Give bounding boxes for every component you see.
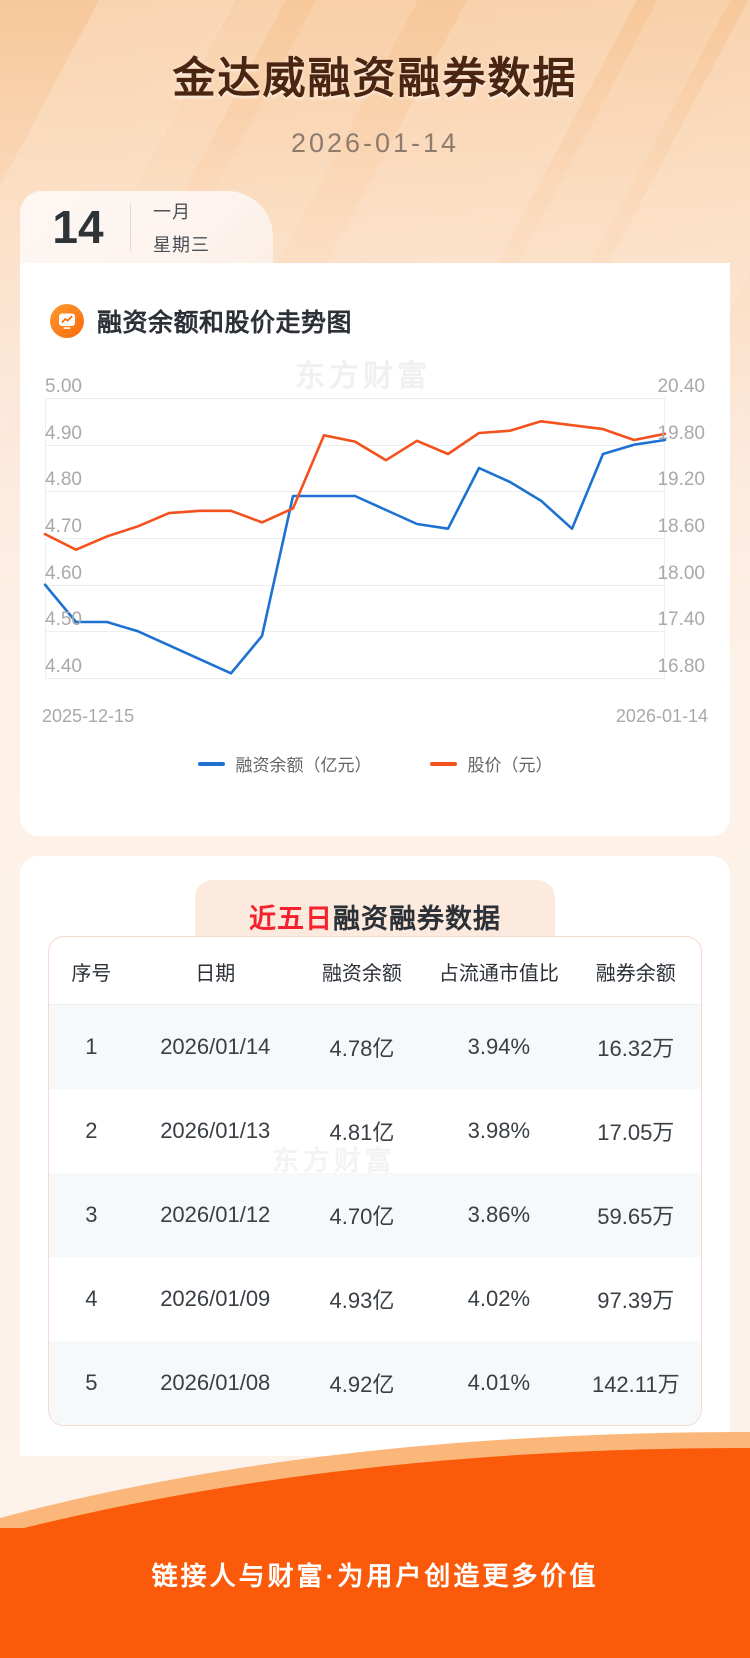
table-title: 近五日融资融券数据 (249, 897, 501, 936)
chart-lines (43, 419, 667, 675)
cell-sec: 59.65万 (597, 1204, 675, 1229)
cell-date: 2026/01/08 (160, 1370, 271, 1395)
right-axis-tick: 18.60 (657, 516, 705, 537)
column-header-pct: 占流通市值比 (427, 937, 571, 1005)
left-axis-tick: 4.70 (45, 516, 82, 537)
page-footer: 链接人与财富·为用户创造更多价值 (0, 1430, 750, 1658)
legend-swatch (197, 761, 225, 766)
cell-balance: 4.93亿 (329, 1288, 395, 1313)
column-header-index: 序号 (49, 937, 134, 1005)
chart-watermark: 东方财富 (295, 360, 431, 393)
chart-plot (43, 398, 667, 679)
right-axis-tick: 18.00 (657, 562, 705, 584)
chart-title: 融资余额和股价走势图 (97, 309, 353, 337)
table-row: 5 2026/01/08 4.92亿 4.01% 142.11万 (49, 1341, 701, 1425)
left-axis-tick: 5.00 (45, 376, 82, 397)
cell-index: 3 (85, 1202, 98, 1227)
cell-balance: 4.78亿 (329, 1036, 395, 1061)
grid-line (45, 584, 665, 586)
cell-pct: 3.98% (467, 1118, 531, 1143)
date-badge-day: 14 (52, 201, 104, 253)
left-axis-tick: 4.60 (45, 562, 82, 584)
page-header: 金达威融资融券数据 2026-01-14 (0, 0, 750, 159)
table-row: 4 2026/01/09 4.93亿 4.02% 97.39万 (49, 1257, 701, 1341)
x-axis-start-label: 2025-12-15 (42, 706, 135, 726)
margin-trading-table: 序号 日期 融资余额 占流通市值比 融券余额 1 2026/01/14 4.78亿 3… (49, 937, 701, 1425)
chart-title-row: 融资余额和股价走势图 (20, 263, 730, 339)
cell-balance: 4.70亿 (329, 1204, 395, 1229)
chart-card: 融资余额和股价走势图 东方财富 2025-12-15 2026-01-14 融资… (20, 263, 730, 836)
grid-line (45, 398, 665, 399)
date-badge-detail: 一月 星期三 (131, 198, 210, 257)
plot-border (664, 398, 665, 678)
legend-label: 融资余额（亿元） (235, 756, 372, 775)
trend-chart-icon (50, 304, 84, 338)
cell-pct: 3.86% (467, 1202, 531, 1227)
right-axis-tick: 16.80 (657, 656, 705, 677)
table-row: 1 2026/01/14 4.78亿 3.94% 16.32万 (49, 1004, 701, 1089)
date-badge-weekday: 星期三 (153, 234, 210, 255)
cell-date: 2026/01/09 (160, 1286, 271, 1311)
cell-balance: 4.81亿 (329, 1120, 395, 1145)
cell-sec: 142.11万 (591, 1372, 680, 1397)
cell-date: 2026/01/13 (160, 1118, 271, 1143)
legend-item: 融资余额（亿元） (197, 751, 372, 776)
page-subtitle-date: 2026-01-14 (290, 128, 460, 158)
left-axis-tick: 4.40 (45, 656, 82, 677)
data-table: 序号 日期 融资余额 占流通市值比 融券余额 1 2026/01/14 4.78亿 3… (48, 936, 702, 1426)
cell-pct: 3.94% (467, 1034, 531, 1059)
date-badge-month: 一月 (153, 201, 191, 222)
footer-curve-decoration (0, 1432, 750, 1550)
table-title-highlight: 近五日 (249, 903, 333, 934)
table-row: 2 2026/01/13 4.81亿 3.98% 17.05万 (49, 1089, 701, 1173)
table-header-row: 序号 日期 融资余额 占流通市值比 融券余额 (49, 937, 701, 1005)
left-axis-tick: 4.90 (45, 422, 82, 444)
cell-sec: 17.05万 (597, 1120, 675, 1145)
series-line (43, 419, 667, 551)
footer-slogan: 链接人与财富·为用户创造更多价值 (151, 1560, 599, 1591)
cell-index: 1 (85, 1034, 98, 1059)
page-title: 金达威融资融券数据 (172, 55, 578, 103)
column-header-date: 日期 (133, 937, 297, 1005)
cell-index: 2 (85, 1118, 98, 1143)
cell-pct: 4.02% (467, 1286, 531, 1311)
cell-balance: 4.92亿 (329, 1372, 395, 1397)
table-body: 1 2026/01/14 4.78亿 3.94% 16.32万 2 2026/01/13 4.… (49, 1004, 701, 1425)
date-badge: 14 一月 星期三 (20, 191, 273, 263)
grid-line (45, 538, 665, 539)
right-axis-tick: 17.40 (657, 609, 705, 631)
right-axis-tick: 20.40 (657, 376, 705, 397)
grid-line (45, 631, 665, 633)
cell-sec: 16.32万 (597, 1036, 675, 1061)
grid-line (45, 491, 665, 493)
cell-date: 2026/01/12 (160, 1202, 271, 1227)
legend-item: 股价（元） (429, 751, 553, 776)
legend-swatch (429, 761, 457, 766)
cell-sec: 97.39万 (597, 1288, 675, 1313)
grid-line (45, 678, 665, 679)
left-axis-tick: 4.50 (45, 609, 82, 631)
legend-label: 股价（元） (467, 756, 553, 775)
cell-index: 4 (85, 1286, 98, 1311)
table-row: 3 2026/01/12 4.70亿 3.86% 59.65万 (49, 1173, 701, 1257)
plot-border (45, 398, 46, 678)
column-header-sec: 融券余额 (570, 937, 701, 1005)
cell-date: 2026/01/14 (160, 1034, 271, 1059)
date-badge-divider (130, 203, 131, 251)
chart-legend: 融资余额（亿元） 股价（元） (20, 751, 730, 776)
table-card: 近五日融资融券数据 序号 日期 融资余额 占流通市值比 融券余额 1 2026/0… (20, 856, 730, 1456)
series-line (43, 438, 667, 675)
right-axis-tick: 19.20 (657, 469, 705, 491)
cell-index: 5 (85, 1370, 98, 1395)
cell-pct: 4.01% (467, 1370, 531, 1395)
right-axis-tick: 19.80 (657, 422, 705, 444)
x-axis-end-label: 2026-01-14 (615, 706, 708, 726)
chart-area: 东方财富 2025-12-15 2026-01-14 融资余额（亿元） 股价（元）… (20, 360, 730, 781)
column-header-balance: 融资余额 (296, 937, 428, 1005)
footer-background (0, 1528, 750, 1658)
table-title-rest: 融资融券数据 (333, 903, 501, 934)
left-axis-tick: 4.80 (45, 469, 82, 491)
grid-line (45, 444, 665, 446)
